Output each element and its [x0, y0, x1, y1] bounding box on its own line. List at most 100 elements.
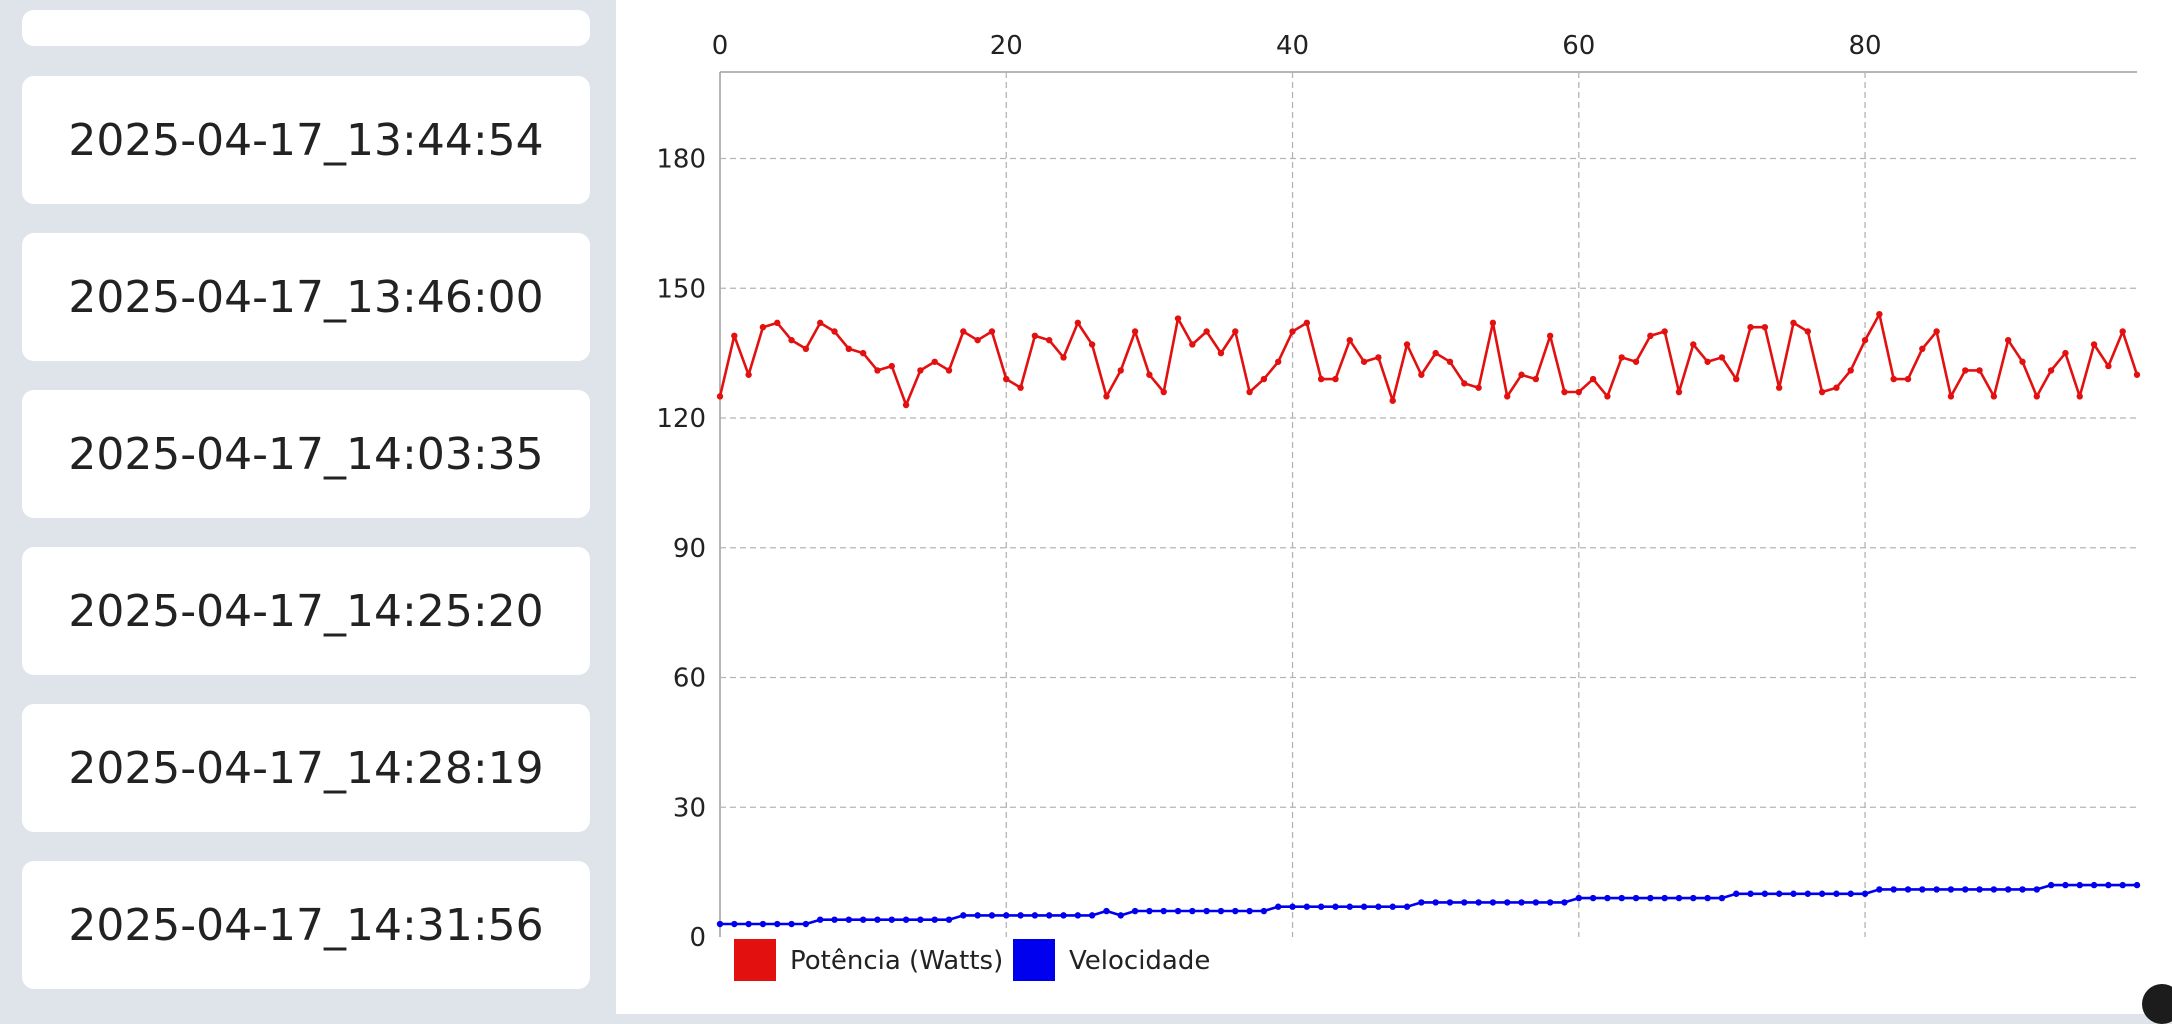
data-point — [1775, 384, 1783, 391]
data-point — [802, 920, 810, 928]
data-point — [2062, 349, 2069, 357]
data-point — [2047, 367, 2055, 374]
y-tick-label: 90 — [673, 534, 706, 564]
data-point — [1518, 899, 1525, 906]
data-point — [1733, 890, 1740, 897]
data-point — [1933, 886, 1940, 893]
data-point — [1418, 371, 1425, 378]
y-tick-label: 150 — [656, 274, 706, 304]
data-point — [1446, 899, 1454, 906]
data-point — [1360, 358, 1368, 365]
data-point — [1489, 899, 1497, 906]
data-point — [1003, 375, 1010, 383]
data-point — [1575, 894, 1582, 902]
data-point — [2076, 393, 2083, 400]
x-tick-label: 60 — [1562, 31, 1595, 61]
data-point — [1818, 388, 1826, 396]
x-tick-label: 40 — [1276, 31, 1309, 61]
data-point — [816, 916, 824, 923]
data-point — [1604, 894, 1611, 902]
session-list[interactable]: 2025-04-17_13:44:54 2025-04-17_13:46:00 … — [0, 0, 616, 1014]
data-point — [1074, 912, 1082, 919]
data-point — [1332, 375, 1339, 383]
data-point — [1418, 899, 1425, 906]
data-point — [1833, 890, 1840, 897]
data-point — [917, 367, 924, 374]
session-item[interactable]: 2025-04-17_14:03:35 — [22, 390, 590, 518]
data-point — [2076, 881, 2083, 889]
data-point — [2004, 336, 2012, 344]
data-point — [774, 319, 781, 327]
data-point — [1332, 903, 1339, 910]
data-point — [1346, 336, 1353, 344]
data-point — [1103, 907, 1110, 915]
data-point — [1690, 341, 1697, 348]
session-item[interactable]: 2025-04-17_14:28:19 — [22, 704, 590, 832]
data-point — [1375, 903, 1382, 910]
data-point — [1546, 332, 1554, 340]
data-point — [1461, 899, 1468, 906]
data-point — [1890, 375, 1897, 383]
data-point — [1060, 912, 1067, 919]
data-point — [1604, 393, 1611, 400]
data-point — [1088, 341, 1096, 348]
data-point — [1575, 388, 1582, 396]
data-point — [759, 920, 767, 928]
session-item[interactable]: 2025-04-17_14:25:20 — [22, 547, 590, 675]
data-point — [1003, 912, 1010, 919]
data-point — [1504, 393, 1511, 400]
data-point — [1919, 886, 1926, 893]
session-item[interactable]: 2025-04-17_13:44:54 — [22, 76, 590, 204]
data-point — [1217, 907, 1225, 915]
data-point — [845, 345, 853, 352]
data-point — [1446, 358, 1454, 365]
data-point — [1303, 319, 1311, 327]
data-point — [1403, 903, 1411, 910]
session-item[interactable] — [22, 10, 590, 46]
data-point — [1532, 375, 1540, 383]
series-line-speed — [720, 883, 2137, 926]
data-point — [1804, 328, 1811, 335]
data-point — [1360, 903, 1368, 910]
session-item[interactable]: 2025-04-17_13:46:00 — [22, 233, 590, 361]
data-point — [1275, 358, 1282, 365]
data-point — [2133, 881, 2141, 889]
data-point — [874, 367, 881, 374]
data-point — [1260, 375, 1268, 383]
data-point — [1790, 890, 1797, 897]
data-point — [1747, 323, 1754, 331]
data-point — [802, 345, 810, 352]
data-point — [1189, 341, 1196, 348]
data-point — [1432, 349, 1439, 357]
data-point — [1618, 354, 1625, 361]
data-point — [1904, 886, 1912, 893]
data-point — [2062, 881, 2069, 889]
y-tick-label: 30 — [673, 793, 706, 823]
data-point — [1876, 311, 1883, 318]
session-item[interactable]: 2025-04-17_14:31:56 — [22, 861, 590, 989]
window-corner — [2142, 984, 2172, 1024]
data-point — [1876, 886, 1883, 893]
data-point — [1804, 890, 1811, 897]
data-point — [2105, 881, 2112, 889]
data-point — [1675, 894, 1683, 902]
data-point — [960, 328, 967, 335]
data-point — [831, 328, 838, 335]
data-point — [774, 920, 781, 928]
power-speed-chart[interactable]: 0 30 60 90 120 150 180 0 20 40 60 80 Potência (Watts… — [616, 0, 2172, 1014]
data-point — [816, 319, 824, 327]
data-point — [2004, 886, 2012, 893]
data-point — [1661, 328, 1668, 335]
data-point — [1933, 328, 1940, 335]
data-point — [1303, 903, 1311, 910]
data-point — [1761, 323, 1769, 331]
data-point — [931, 358, 938, 365]
session-item-label: 2025-04-17_13:46:00 — [68, 271, 544, 323]
x-tick-label: 20 — [990, 31, 1023, 61]
data-point — [1647, 332, 1654, 340]
data-point — [1947, 393, 1955, 400]
data-point — [1203, 907, 1210, 915]
data-point — [1690, 894, 1697, 902]
data-point — [1475, 384, 1482, 391]
data-point — [1718, 894, 1726, 902]
